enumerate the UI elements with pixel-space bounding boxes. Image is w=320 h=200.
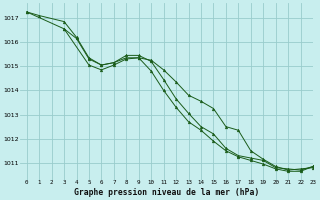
X-axis label: Graphe pression niveau de la mer (hPa): Graphe pression niveau de la mer (hPa)	[74, 188, 260, 197]
